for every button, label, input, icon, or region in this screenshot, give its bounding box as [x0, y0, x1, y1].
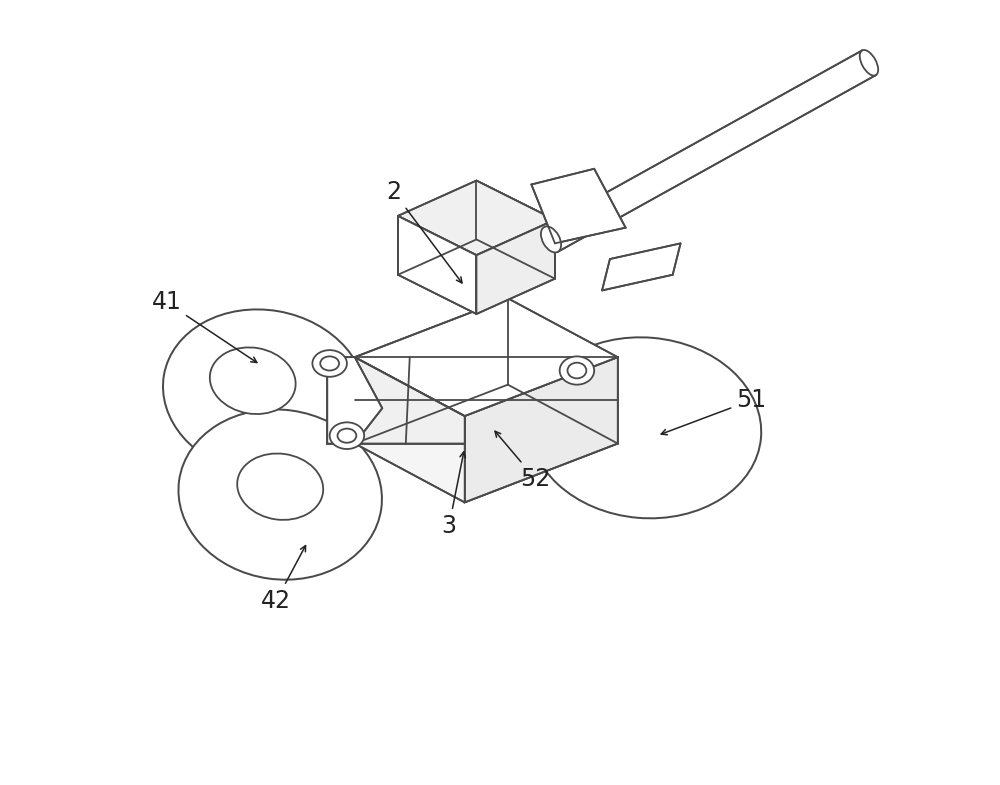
Text: 2: 2 [387, 181, 462, 283]
Text: 51: 51 [661, 389, 766, 435]
Polygon shape [465, 357, 618, 502]
Ellipse shape [237, 454, 323, 520]
Polygon shape [327, 357, 382, 444]
Polygon shape [355, 357, 465, 444]
Text: 52: 52 [495, 431, 550, 491]
Ellipse shape [860, 50, 878, 75]
Text: 41: 41 [151, 290, 257, 363]
Text: 3: 3 [441, 452, 465, 538]
Ellipse shape [541, 226, 561, 253]
Text: 42: 42 [261, 546, 306, 612]
Polygon shape [355, 385, 618, 502]
Ellipse shape [312, 350, 347, 377]
Polygon shape [544, 50, 876, 252]
Ellipse shape [320, 356, 339, 371]
Polygon shape [476, 181, 555, 279]
Ellipse shape [163, 309, 366, 476]
Polygon shape [476, 220, 555, 314]
Ellipse shape [338, 429, 356, 443]
Ellipse shape [560, 356, 594, 385]
Polygon shape [398, 181, 555, 255]
Polygon shape [602, 243, 681, 290]
Polygon shape [355, 298, 618, 416]
Polygon shape [355, 298, 508, 444]
Ellipse shape [178, 410, 382, 579]
Ellipse shape [330, 422, 364, 449]
Ellipse shape [568, 363, 586, 378]
Polygon shape [531, 169, 626, 243]
Ellipse shape [210, 348, 296, 414]
Polygon shape [398, 216, 476, 314]
